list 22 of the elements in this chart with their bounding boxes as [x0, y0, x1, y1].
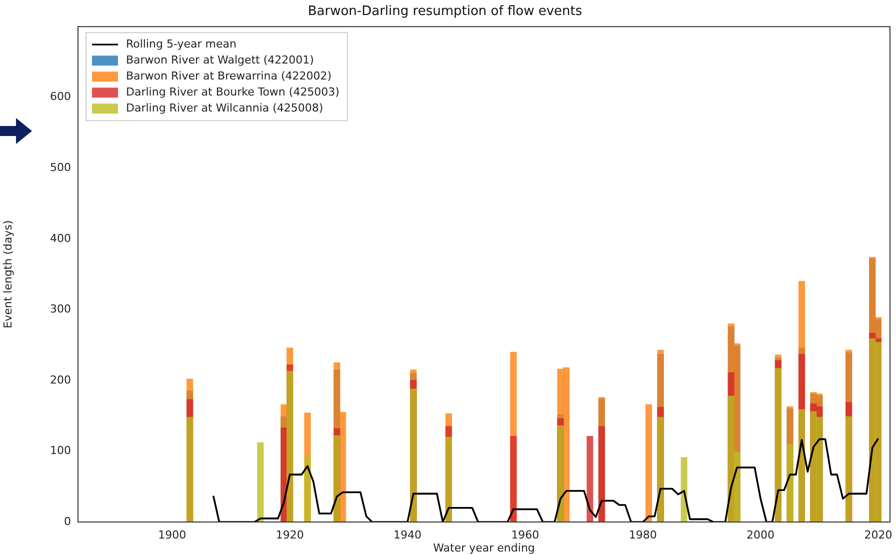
legend-label: Barwon River at Walgett (422001) — [126, 53, 314, 66]
x-tick-label: 1920 — [276, 528, 304, 542]
y-tick-label: 500 — [50, 161, 71, 174]
chart-title: Barwon-Darling resumption of flow events — [308, 4, 582, 20]
y-tick-label: 100 — [50, 444, 71, 458]
legend-label: Darling River at Wilcannia (425008) — [126, 101, 324, 114]
legend-label: Barwon River at Brewarrina (422002) — [126, 69, 332, 82]
x-tick-label: 2000 — [746, 528, 775, 542]
legend-label: Darling River at Bourke Town (425003) — [126, 85, 340, 98]
y-tick-label: 600 — [50, 90, 71, 104]
x-tick-label: 1980 — [628, 528, 657, 542]
y-axis-title: Event length (days) — [1, 220, 14, 328]
x-tick-label: 2020 — [864, 528, 892, 542]
x-tick-label: 1900 — [158, 528, 186, 542]
x-tick-label: 1940 — [394, 528, 422, 542]
legend-label: Rolling 5-year mean — [126, 37, 237, 50]
y-tick-label: 300 — [50, 302, 71, 316]
y-tick-label: 0 — [64, 514, 71, 528]
x-tick-label: 1960 — [511, 528, 540, 542]
y-tick-label: 400 — [50, 232, 71, 245]
x-axis-title: Water year ending — [433, 541, 535, 554]
y-tick-label: 200 — [50, 373, 71, 386]
